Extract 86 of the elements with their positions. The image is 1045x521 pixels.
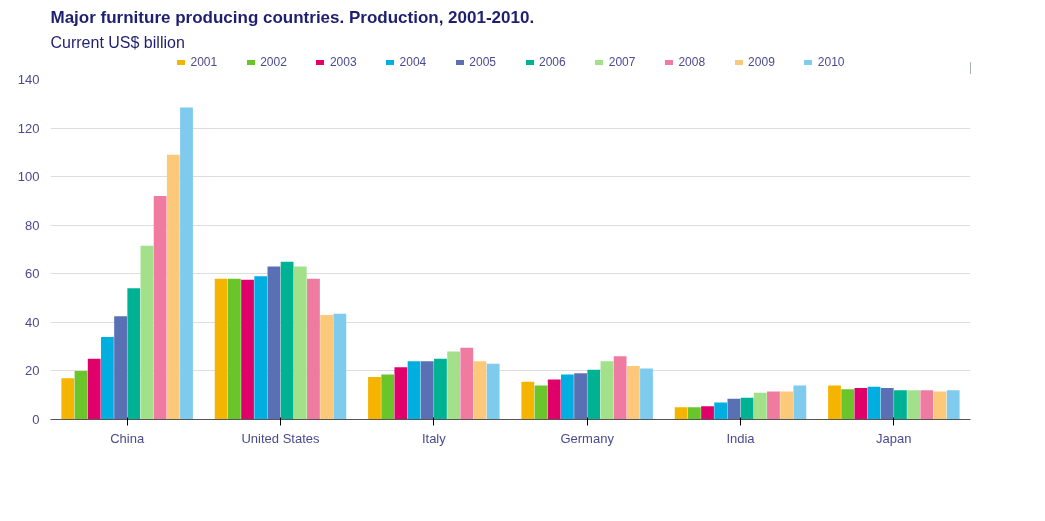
bar — [841, 389, 855, 420]
x-tick-label: India — [726, 430, 756, 446]
x-tick-label: Japan — [876, 430, 912, 446]
bar — [254, 276, 268, 420]
y-tick-label: 140 — [17, 72, 40, 87]
y-tick-label: 100 — [17, 169, 40, 185]
bar — [166, 154, 180, 420]
bar — [521, 381, 535, 420]
bar — [626, 366, 640, 420]
bar — [227, 278, 241, 420]
y-tick-label: 0 — [32, 412, 40, 427]
bar — [293, 266, 307, 420]
legend-label: 2007 — [608, 55, 636, 69]
bar — [687, 407, 701, 420]
bar — [793, 385, 807, 420]
bar — [460, 347, 474, 420]
bar — [267, 266, 281, 420]
bar — [368, 377, 381, 420]
x-tick-label: China — [110, 430, 145, 446]
bar — [127, 288, 141, 420]
chart-subtitle: Current US$ billion — [50, 33, 185, 51]
bar — [473, 361, 487, 420]
chart-title: Major furniture producing countries. Production, 2001-2010. — [50, 7, 535, 27]
legend-label: 2001 — [190, 55, 218, 69]
bar — [420, 361, 434, 420]
bar — [880, 387, 894, 420]
bar — [307, 278, 320, 420]
bar — [674, 407, 688, 420]
legend-label: 2002 — [260, 55, 287, 69]
bar — [381, 374, 395, 420]
x-tick-label: United States — [241, 430, 321, 446]
bar — [933, 391, 947, 420]
bar — [640, 368, 653, 420]
y-tick-label: 60 — [25, 266, 40, 282]
bar — [394, 367, 408, 420]
bar — [333, 313, 347, 420]
bar — [701, 406, 714, 420]
bar — [180, 107, 193, 420]
bar — [920, 390, 934, 420]
x-tick-label: Germany — [560, 430, 615, 446]
bar — [907, 390, 921, 420]
bar — [780, 391, 794, 420]
bar — [767, 391, 780, 420]
bar — [574, 373, 587, 420]
bar — [867, 386, 881, 420]
bar — [894, 390, 907, 420]
bar — [613, 356, 627, 420]
bar — [153, 196, 167, 420]
y-tick-label: 80 — [25, 217, 40, 233]
bar — [727, 398, 741, 420]
bar — [320, 315, 334, 420]
bar — [280, 261, 294, 420]
bar — [214, 278, 228, 420]
bar — [241, 279, 254, 420]
bar — [114, 316, 127, 420]
y-tick-label: 40 — [25, 314, 40, 330]
legend-label: 2009 — [748, 55, 775, 69]
bar — [74, 370, 88, 420]
legend-label: 2005 — [469, 55, 496, 69]
bar — [600, 361, 614, 420]
legend-label: 2006 — [539, 55, 566, 69]
bar — [100, 336, 114, 420]
bar — [753, 392, 767, 420]
legend-label: 2003 — [329, 55, 357, 69]
bar — [560, 374, 574, 420]
bar — [407, 361, 421, 420]
legend-label: 2010 — [817, 55, 845, 69]
bar — [534, 385, 548, 420]
bar — [740, 397, 754, 420]
y-tick-label: 20 — [25, 363, 40, 379]
y-tick-label: 120 — [17, 120, 40, 136]
bar — [946, 390, 960, 420]
bar — [547, 379, 561, 420]
bar — [486, 363, 500, 420]
bar — [434, 358, 447, 420]
legend-label: 2008 — [678, 55, 706, 69]
bar — [140, 245, 154, 420]
bar — [854, 387, 868, 420]
bar — [828, 385, 841, 420]
bar — [447, 351, 461, 420]
bar — [714, 402, 728, 420]
bar — [587, 369, 601, 420]
bar — [87, 358, 101, 420]
x-tick-label: Italy — [421, 430, 447, 446]
bar — [61, 378, 75, 420]
legend-label: 2004 — [399, 55, 427, 69]
